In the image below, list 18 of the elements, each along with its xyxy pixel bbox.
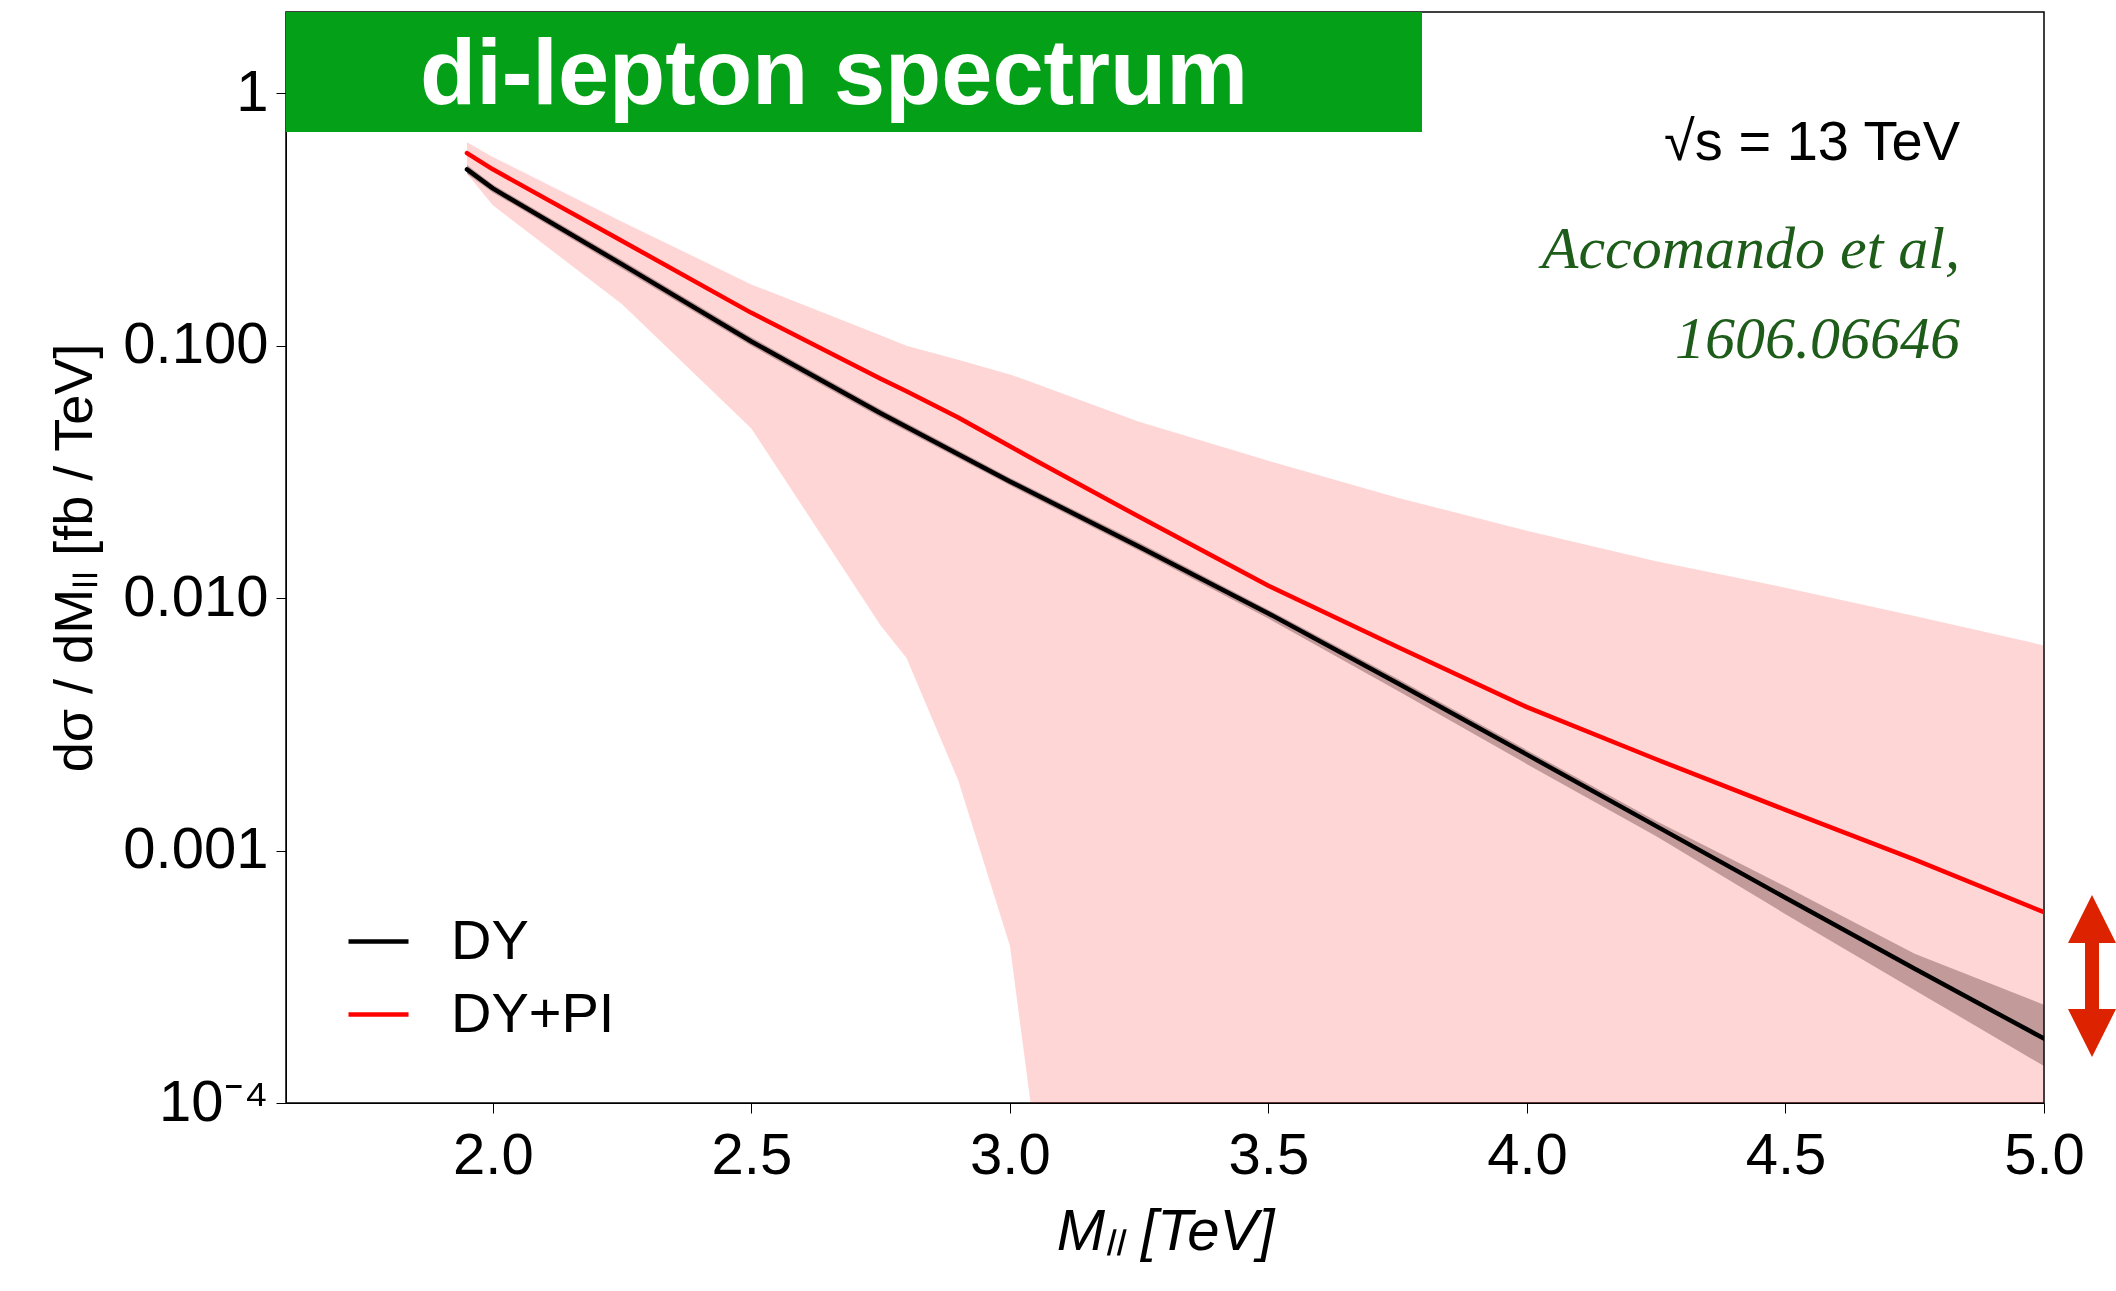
y-tick-label: 1: [236, 57, 269, 123]
y-axis-title: dσ / dMₗₗ [fb / TeV]: [43, 343, 104, 773]
x-tick-label: 5.0: [2004, 1120, 2085, 1186]
y-tick-label: 0.100: [123, 310, 269, 376]
x-tick-label: 4.0: [1487, 1120, 1568, 1186]
x-tick-label: 2.0: [453, 1120, 534, 1186]
annotation: Accomando et al, 1606.06646: [1537, 215, 1960, 371]
x-tick-label: 2.5: [711, 1120, 793, 1186]
legend-label: DY+PI: [451, 980, 615, 1044]
x-tick-label: 3.5: [1228, 1120, 1310, 1186]
y-tick-label: 0.010: [123, 562, 269, 628]
y-tick-label: 0.001: [123, 815, 269, 881]
x-tick-label: 4.5: [1745, 1120, 1827, 1186]
x-axis-title: Mₗₗ [TeV]: [1056, 1196, 1277, 1262]
legend-label: DY: [451, 907, 529, 971]
x-tick-label: 3.0: [970, 1120, 1051, 1186]
y-tick-label: 10⁻⁴: [159, 1067, 269, 1133]
annotation: √s = 13 TeV: [1664, 109, 1961, 172]
